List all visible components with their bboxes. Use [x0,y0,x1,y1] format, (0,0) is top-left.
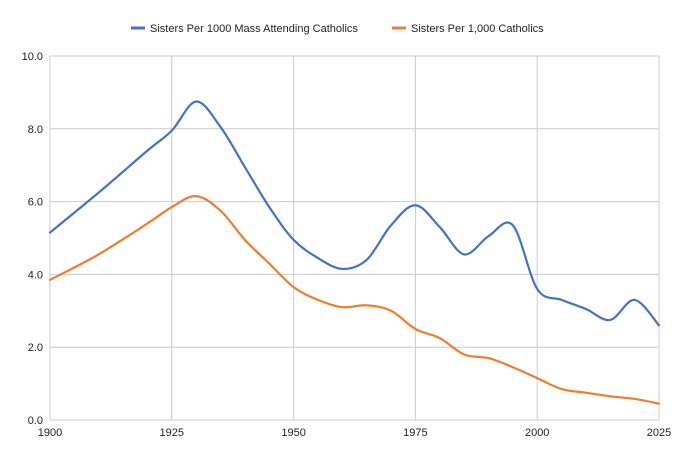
legend-label-series-1: Sisters Per 1000 Mass Attending Catholic… [150,23,358,35]
y-tick-label: 0.0 [28,415,43,427]
x-tick-label: 1925 [160,427,184,439]
series-line-1 [48,100,661,327]
x-tick-label: 2000 [525,427,549,439]
y-tick-label: 8.0 [28,124,43,136]
legend-label-series-2: Sisters Per 1,000 Catholics [411,23,544,35]
y-axis: 0.0 2.0 4.0 6.0 8.0 10.0 [22,51,43,427]
y-tick-label: 4.0 [28,269,43,281]
x-axis: 1900 1925 1950 1975 2000 2025 [38,427,671,439]
series-line-2 [48,195,661,405]
y-tick-label: 6.0 [28,197,43,209]
x-tick-label: 2025 [647,427,671,439]
x-tick-label: 1975 [403,427,427,439]
x-tick-label: 1950 [281,427,305,439]
series-lines [48,100,661,405]
y-tick-label: 10.0 [22,51,43,63]
y-tick-label: 2.0 [28,342,43,354]
legend: Sisters Per 1000 Mass Attending Catholic… [131,23,544,35]
x-tick-label: 1900 [38,427,62,439]
gridlines [49,55,660,421]
